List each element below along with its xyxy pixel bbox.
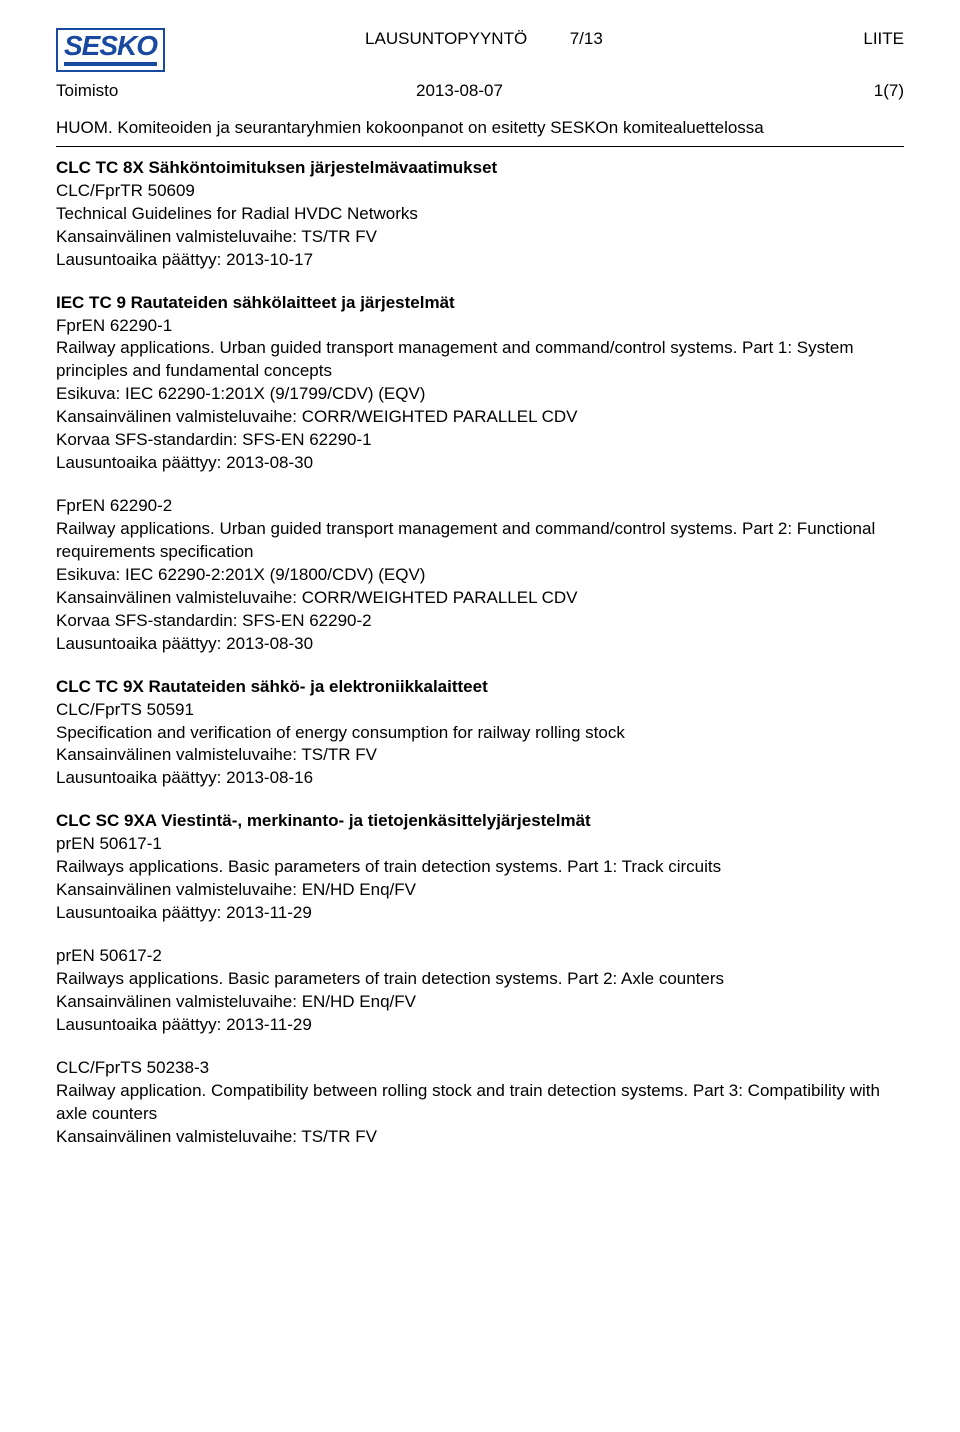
entry-phase: Kansainvälinen valmisteluvaihe: EN/HD En…	[56, 991, 904, 1014]
logo-text: SESKO	[64, 32, 157, 60]
entry-code: prEN 50617-2	[56, 945, 904, 968]
entry-esikuva: Esikuva: IEC 62290-2:201X (9/1800/CDV) (…	[56, 564, 904, 587]
note-line: HUOM. Komiteoiden ja seurantaryhmien kok…	[56, 117, 904, 140]
entry-code: prEN 50617-1	[56, 833, 904, 856]
entry-deadline: Lausuntoaika päättyy: 2013-11-29	[56, 1014, 904, 1037]
entry-description: Railways applications. Basic parameters …	[56, 856, 904, 879]
entry-replaces: Korvaa SFS-standardin: SFS-EN 62290-1	[56, 429, 904, 452]
entry-description: Technical Guidelines for Radial HVDC Net…	[56, 203, 904, 226]
doc-num: 7/13	[570, 29, 603, 48]
logo-box: SESKO	[56, 28, 165, 72]
attachment-label: LIITE	[844, 28, 904, 51]
entry: CLC/FprTR 50609Technical Guidelines for …	[56, 180, 904, 272]
logo-bar	[64, 62, 157, 66]
entry-phase: Kansainvälinen valmisteluvaihe: TS/TR FV	[56, 226, 904, 249]
entry-code: CLC/FprTS 50591	[56, 699, 904, 722]
section-title: CLC TC 9X Rautateiden sähkö- ja elektron…	[56, 676, 904, 699]
entry: CLC/FprTS 50238-3Railway application. Co…	[56, 1057, 904, 1149]
section: IEC TC 9 Rautateiden sähkölaitteet ja jä…	[56, 292, 904, 656]
entry-description: Railway applications. Urban guided trans…	[56, 337, 904, 383]
entry-deadline: Lausuntoaika päättyy: 2013-08-16	[56, 767, 904, 790]
separator	[56, 146, 904, 147]
entry-deadline: Lausuntoaika päättyy: 2013-11-29	[56, 902, 904, 925]
entry: prEN 50617-1Railways applications. Basic…	[56, 833, 904, 925]
entry-description: Specification and verification of energy…	[56, 722, 904, 745]
entry-deadline: Lausuntoaika päättyy: 2013-10-17	[56, 249, 904, 272]
entry-deadline: Lausuntoaika päättyy: 2013-08-30	[56, 633, 904, 656]
office-label: Toimisto	[56, 80, 316, 103]
entry-description: Railways applications. Basic parameters …	[56, 968, 904, 991]
section-title: CLC SC 9XA Viestintä-, merkinanto- ja ti…	[56, 810, 904, 833]
entry-replaces: Korvaa SFS-standardin: SFS-EN 62290-2	[56, 610, 904, 633]
entry-phase: Kansainvälinen valmisteluvaihe: TS/TR FV	[56, 744, 904, 767]
content-area: CLC TC 8X Sähköntoimituksen järjestelmäv…	[56, 157, 904, 1149]
entry-description: Railway applications. Urban guided trans…	[56, 518, 904, 564]
section-title: IEC TC 9 Rautateiden sähkölaitteet ja jä…	[56, 292, 904, 315]
entry-phase: Kansainvälinen valmisteluvaihe: CORR/WEI…	[56, 406, 904, 429]
entry-code: CLC/FprTR 50609	[56, 180, 904, 203]
section: CLC SC 9XA Viestintä-, merkinanto- ja ti…	[56, 810, 904, 1148]
entry-description: Railway application. Compatibility betwe…	[56, 1080, 904, 1126]
entry-deadline: Lausuntoaika päättyy: 2013-08-30	[56, 452, 904, 475]
page-number: 1(7)	[814, 80, 904, 103]
header-mid: LAUSUNTOPYYNTÖ 7/13	[165, 28, 844, 51]
entry-phase: Kansainvälinen valmisteluvaihe: EN/HD En…	[56, 879, 904, 902]
entry: CLC/FprTS 50591Specification and verific…	[56, 699, 904, 791]
header-row-2: Toimisto 2013-08-07 1(7)	[56, 80, 904, 103]
entry: prEN 50617-2Railways applications. Basic…	[56, 945, 904, 1037]
entry-esikuva: Esikuva: IEC 62290-1:201X (9/1799/CDV) (…	[56, 383, 904, 406]
entry-code: FprEN 62290-1	[56, 315, 904, 338]
doc-type: LAUSUNTOPYYNTÖ	[365, 29, 527, 48]
entry: FprEN 62290-1Railway applications. Urban…	[56, 315, 904, 476]
entry-phase: Kansainvälinen valmisteluvaihe: TS/TR FV	[56, 1126, 904, 1149]
header-row: SESKO LAUSUNTOPYYNTÖ 7/13 LIITE	[56, 28, 904, 76]
entry-code: CLC/FprTS 50238-3	[56, 1057, 904, 1080]
entry-code: FprEN 62290-2	[56, 495, 904, 518]
doc-date: 2013-08-07	[316, 80, 814, 103]
logo-container: SESKO	[56, 28, 165, 76]
section-title: CLC TC 8X Sähköntoimituksen järjestelmäv…	[56, 157, 904, 180]
entry: FprEN 62290-2Railway applications. Urban…	[56, 495, 904, 656]
section: CLC TC 8X Sähköntoimituksen järjestelmäv…	[56, 157, 904, 272]
entry-phase: Kansainvälinen valmisteluvaihe: CORR/WEI…	[56, 587, 904, 610]
section: CLC TC 9X Rautateiden sähkö- ja elektron…	[56, 676, 904, 791]
